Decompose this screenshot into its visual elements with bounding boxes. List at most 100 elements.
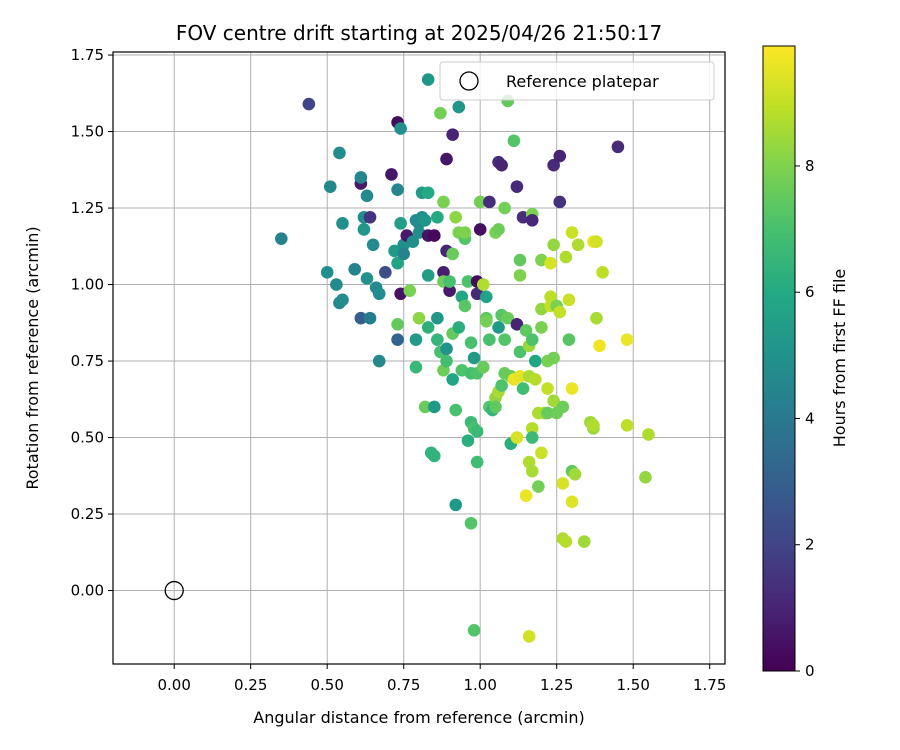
legend-open-circle-marker [459,71,479,91]
scatter-points [275,73,655,643]
y-tick-label: 1.50 [71,123,104,141]
scatter-point-62 [437,195,450,209]
scatter-point-49 [421,186,435,200]
y-tick-label: 0.00 [71,582,104,600]
scatter-point-140 [519,324,533,337]
scatter-point-169 [547,158,560,172]
scatter-point-150 [525,214,539,227]
colorbar-tick-label: 4 [805,409,815,427]
scatter-point-41 [409,360,423,374]
y-axis-label: Rotation from reference (arcmin) [23,226,42,489]
scatter-point-18 [363,311,377,325]
scatter-point-101 [473,195,487,209]
scatter-point-59 [431,333,444,346]
scatter-point-28 [391,183,404,196]
legend: Reference platepar [439,61,715,101]
x-tick-label: 0.25 [234,676,267,694]
scatter-point-51 [421,269,435,282]
scatter-point-52 [421,321,435,334]
scatter-point-152 [528,354,542,368]
scatter-point-135 [513,253,527,267]
scatter-point-141 [519,489,533,503]
scatter-point-148 [525,431,539,444]
scatter-point-44 [412,311,426,325]
scatter-point-129 [507,134,521,148]
y-tick-label: 0.25 [71,505,104,523]
scatter-point-136 [513,269,527,282]
scatter-point-69 [440,354,453,368]
scatter-point-2 [320,266,334,279]
scatter-point-153 [528,373,542,386]
colorbar: 0 2 4 6 8 Hours from first FF file [762,45,849,680]
scatter-point-66 [440,152,453,166]
scatter-point-78 [449,498,463,512]
scatter-point-203 [421,73,435,86]
scatter-point-119 [495,379,508,392]
scatter-point-35 [397,247,411,261]
scatter-point-202 [642,428,655,441]
scatter-point-156 [535,321,548,334]
scatter-point-145 [522,630,536,643]
scatter-point-104 [476,278,490,291]
y-tick-label: 1.25 [71,199,104,217]
scatter-point-31 [394,122,407,135]
x-tick-label: 1.25 [540,676,573,694]
scatter-point-109 [483,195,496,209]
scatter-point-56 [428,400,441,414]
scatter-point-93 [467,351,481,365]
y-axis-ticks: 0.00 0.25 0.50 0.75 1.00 1.25 1.50 1.75 [71,46,113,600]
scatter-point-198 [611,140,625,154]
scatter-point-189 [577,535,591,548]
scatter-point-47 [418,214,432,227]
x-tick-label: 0.50 [310,676,343,694]
colorbar-ticks: 0 2 4 6 8 [795,157,815,680]
chart-title: FOV centre drift starting at 2025/04/26 … [176,21,662,45]
y-tick-label: 1.00 [71,276,104,294]
scatter-point-27 [391,333,404,346]
scatter-point-38 [406,235,420,249]
scatter-point-192 [587,419,600,432]
scatter-point-126 [501,311,515,325]
scatter-point-179 [559,535,573,548]
scatter-point-97 [470,455,484,469]
legend-entry-label: Reference platepar [506,72,659,91]
scatter-point-24 [385,168,398,181]
grid-lines [113,52,725,664]
scatter-point-195 [590,235,603,249]
scatter-point-68 [440,342,453,356]
x-tick-label: 1.50 [616,676,649,694]
legend-box [439,61,715,101]
scatter-point-121 [495,158,508,172]
scatter-point-173 [553,149,567,163]
scatter-point-29 [391,256,404,270]
scatter-point-63 [437,266,450,279]
colorbar-gradient [762,45,796,672]
scatter-point-16 [360,189,374,203]
y-tick-label: 0.75 [71,352,104,370]
scatter-point-146 [525,422,539,435]
scatter-point-151 [525,333,539,346]
scatter-point-91 [464,516,478,530]
scatter-point-9 [348,262,362,276]
scatter-point-181 [562,333,576,346]
scatter-point-196 [593,339,606,353]
scatter-point-184 [565,382,579,395]
y-tick-label: 1.75 [71,46,104,64]
scatter-point-175 [553,305,567,319]
scatter-point-186 [565,495,579,509]
scatter-point-133 [510,431,524,444]
scatter-point-17 [363,210,377,224]
scatter-point-107 [480,290,493,304]
scatter-point-77 [449,403,463,417]
scatter-point-79 [452,100,466,114]
scatter-point-197 [596,266,609,279]
scatter-point-94 [467,624,481,637]
scatter-point-6 [323,180,337,193]
plot-frame [112,51,726,665]
scatter-point-165 [544,290,557,304]
scatter-point-188 [571,238,585,252]
scatter-point-81 [452,321,466,334]
colorbar-tick-label: 2 [805,536,815,554]
x-tick-label: 0.00 [157,676,190,694]
